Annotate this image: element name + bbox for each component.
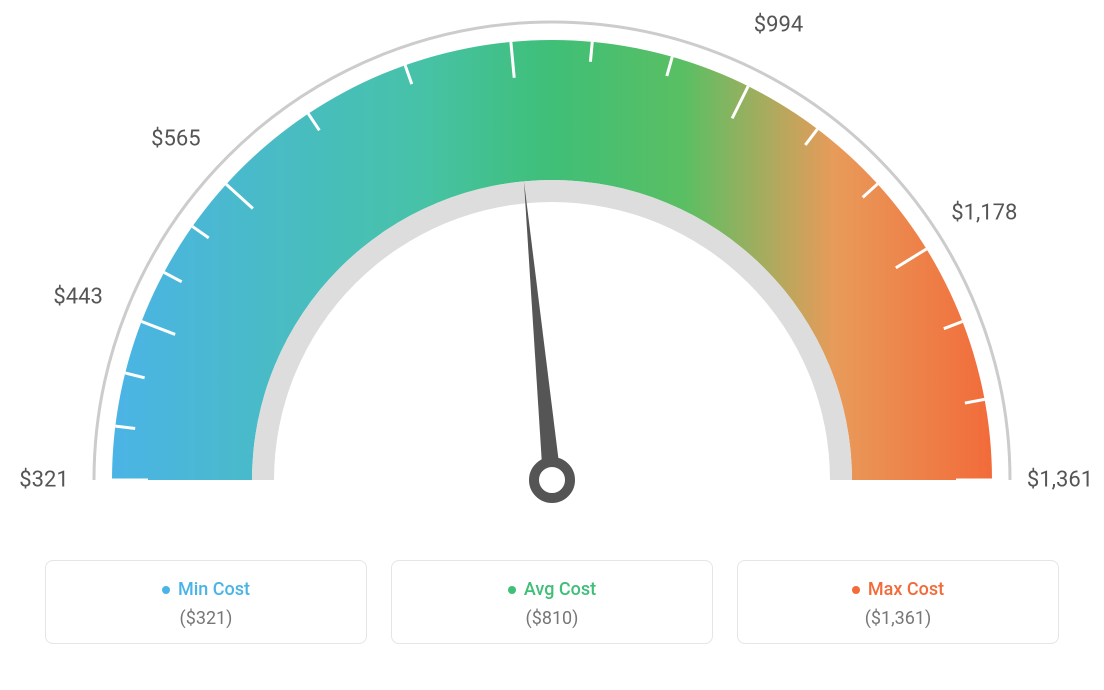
legend-dot-avg — [508, 586, 516, 594]
legend-value-max: ($1,361) — [738, 608, 1058, 629]
legend-row: Min Cost ($321) Avg Cost ($810) Max Cost… — [0, 560, 1104, 644]
gauge-tick-label: $443 — [53, 284, 102, 309]
legend-box-min: Min Cost ($321) — [45, 560, 367, 644]
gauge-tick-label: $565 — [151, 126, 200, 151]
legend-label-min-text: Min Cost — [178, 579, 250, 600]
gauge-chart-container: $321$443$565$810$994$1,178$1,361 Min Cos… — [0, 0, 1104, 690]
gauge-area: $321$443$565$810$994$1,178$1,361 — [0, 0, 1104, 560]
gauge-tick-label: $1,178 — [951, 201, 1017, 226]
legend-dot-max — [852, 586, 860, 594]
legend-label-max: Max Cost — [738, 579, 1058, 600]
gauge-tick-label: $321 — [19, 468, 68, 493]
legend-value-avg: ($810) — [392, 608, 712, 629]
legend-box-max: Max Cost ($1,361) — [737, 560, 1059, 644]
legend-box-avg: Avg Cost ($810) — [391, 560, 713, 644]
legend-label-min: Min Cost — [46, 579, 366, 600]
gauge-tick-label: $994 — [754, 13, 803, 38]
legend-label-avg-text: Avg Cost — [524, 579, 596, 600]
legend-dot-min — [162, 586, 170, 594]
gauge-svg — [0, 0, 1104, 560]
gauge-tick-label: $1,361 — [1027, 468, 1093, 493]
legend-label-avg: Avg Cost — [392, 579, 712, 600]
legend-value-min: ($321) — [46, 608, 366, 629]
legend-label-max-text: Max Cost — [868, 579, 944, 600]
